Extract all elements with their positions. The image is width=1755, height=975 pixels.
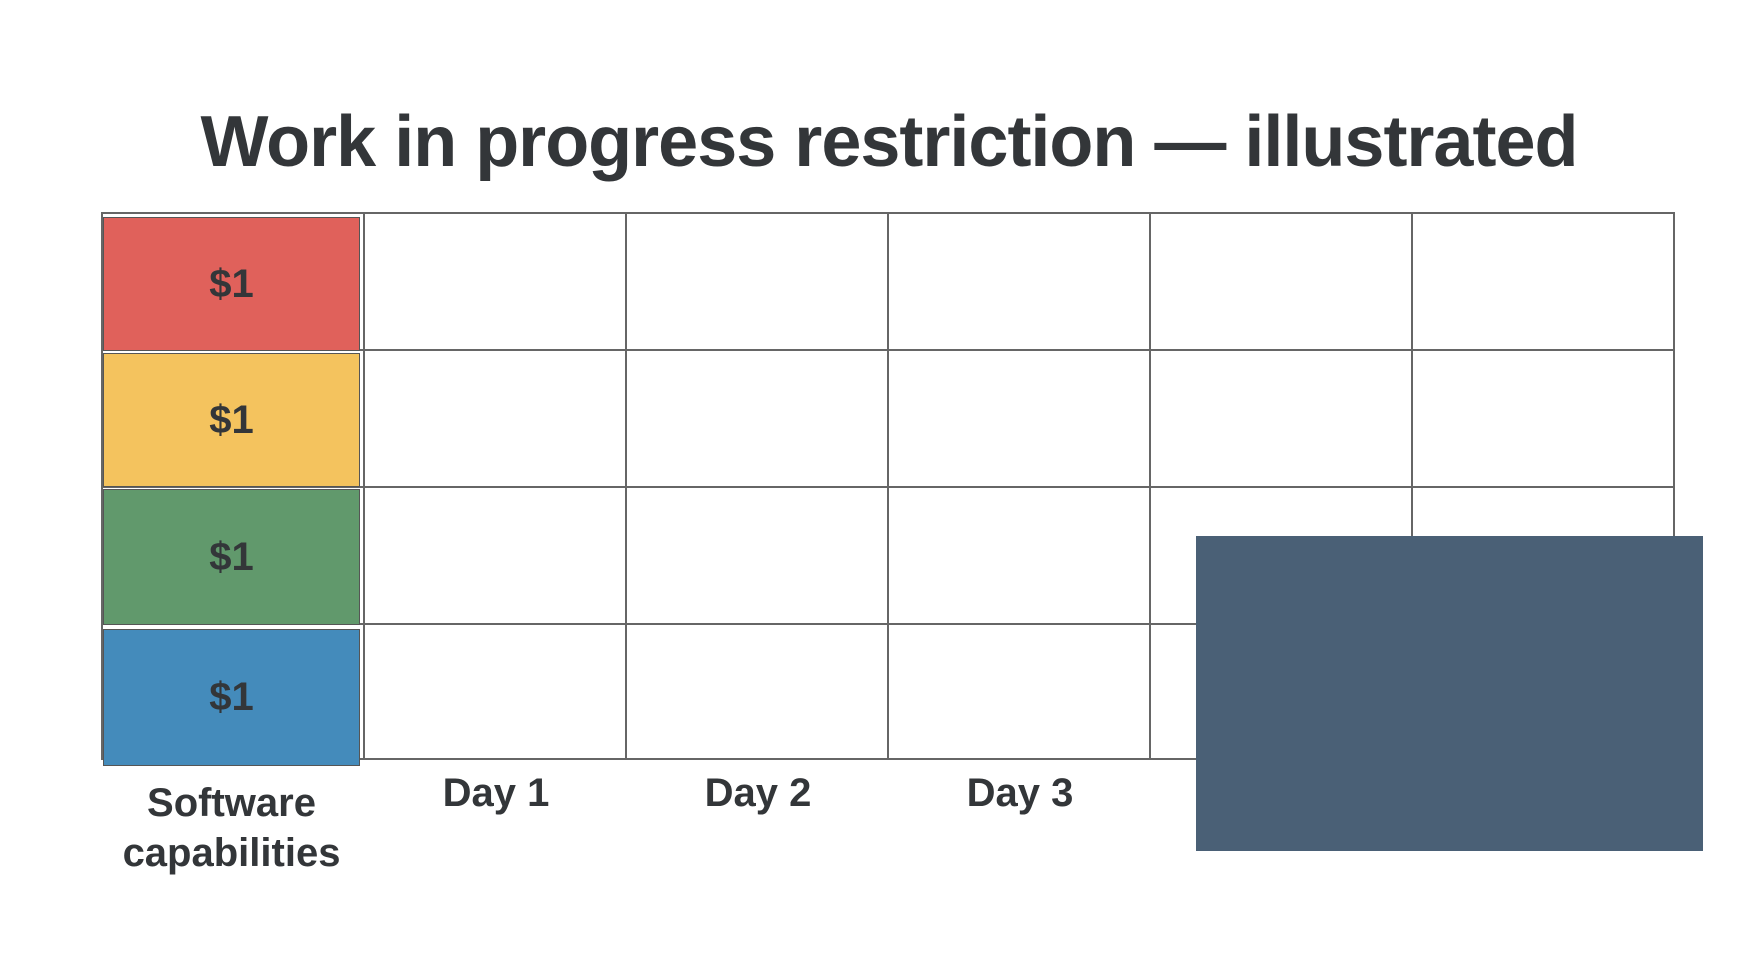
- capability-block-blue: $1: [103, 629, 360, 766]
- wip-grid: [101, 212, 1675, 760]
- label-software-capabilities: Software capabilities: [122, 781, 341, 875]
- slide-title: Work in progress restriction — illustrat…: [200, 102, 1579, 182]
- overlay-box: [1196, 536, 1703, 851]
- capability-block-green: $1: [103, 489, 360, 625]
- grid-row-divider: [103, 623, 1673, 625]
- capability-block-yellow: $1: [103, 353, 360, 487]
- grid-row-divider: [103, 486, 1673, 488]
- label-day-1: Day 1: [442, 771, 550, 815]
- capability-block-red: $1: [103, 217, 360, 351]
- grid-row-divider: [103, 349, 1673, 351]
- label-day-3: Day 3: [966, 771, 1074, 815]
- label-day-2: Day 2: [704, 771, 812, 815]
